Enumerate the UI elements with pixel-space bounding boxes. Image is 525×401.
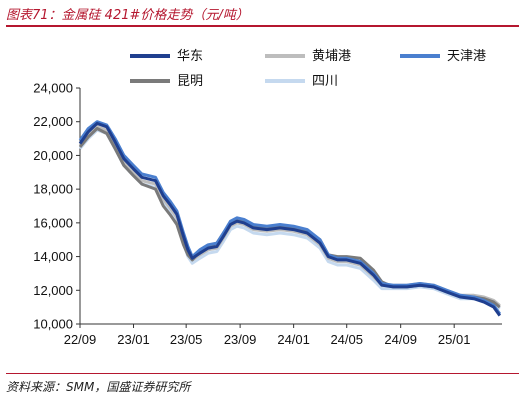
y-tick-label: 22,000 xyxy=(33,114,73,129)
series-line-2 xyxy=(78,120,502,315)
y-tick-label: 14,000 xyxy=(33,249,73,264)
x-tick-label: 24/09 xyxy=(384,332,417,347)
legend-label-3: 昆明 xyxy=(177,74,203,89)
legend-label-4: 四川 xyxy=(312,74,338,89)
y-tick-label: 24,000 xyxy=(33,81,73,96)
series-line-4 xyxy=(78,128,501,310)
legend-label-2: 天津港 xyxy=(447,49,486,64)
price-line-chart: 10,000 12,000 14,000 16,000 18,000 20,000 22,0… xyxy=(33,49,502,347)
x-tick-label: 22/09 xyxy=(64,332,97,347)
x-tick-label: 23/05 xyxy=(170,332,203,347)
x-tick-label: 23/01 xyxy=(117,332,150,347)
y-tick-label: 20,000 xyxy=(33,148,73,163)
title-rule xyxy=(6,25,519,27)
y-tick-label: 16,000 xyxy=(33,215,73,230)
series-line-3 xyxy=(78,127,501,309)
y-tick-label: 18,000 xyxy=(33,182,73,197)
source-rule xyxy=(6,373,519,374)
x-tick-label: 24/01 xyxy=(277,332,310,347)
legend-label-0: 华东 xyxy=(177,49,203,64)
series-line-0 xyxy=(78,121,502,317)
legend-label-1: 黄埔港 xyxy=(312,49,351,64)
source-note: 资料来源：SMM，国盛证券研究所 xyxy=(6,380,191,394)
y-tick-label: 12,000 xyxy=(33,283,73,298)
x-tick-label: 24/05 xyxy=(330,332,363,347)
x-tick-label: 25/01 xyxy=(438,332,471,347)
x-tick-label: 23/09 xyxy=(224,332,257,347)
series-line-1 xyxy=(78,125,501,307)
chart-title: 图表71：金属硅 421#价格走势（元/吨） xyxy=(6,8,249,23)
y-tick-label: 10,000 xyxy=(33,317,73,332)
